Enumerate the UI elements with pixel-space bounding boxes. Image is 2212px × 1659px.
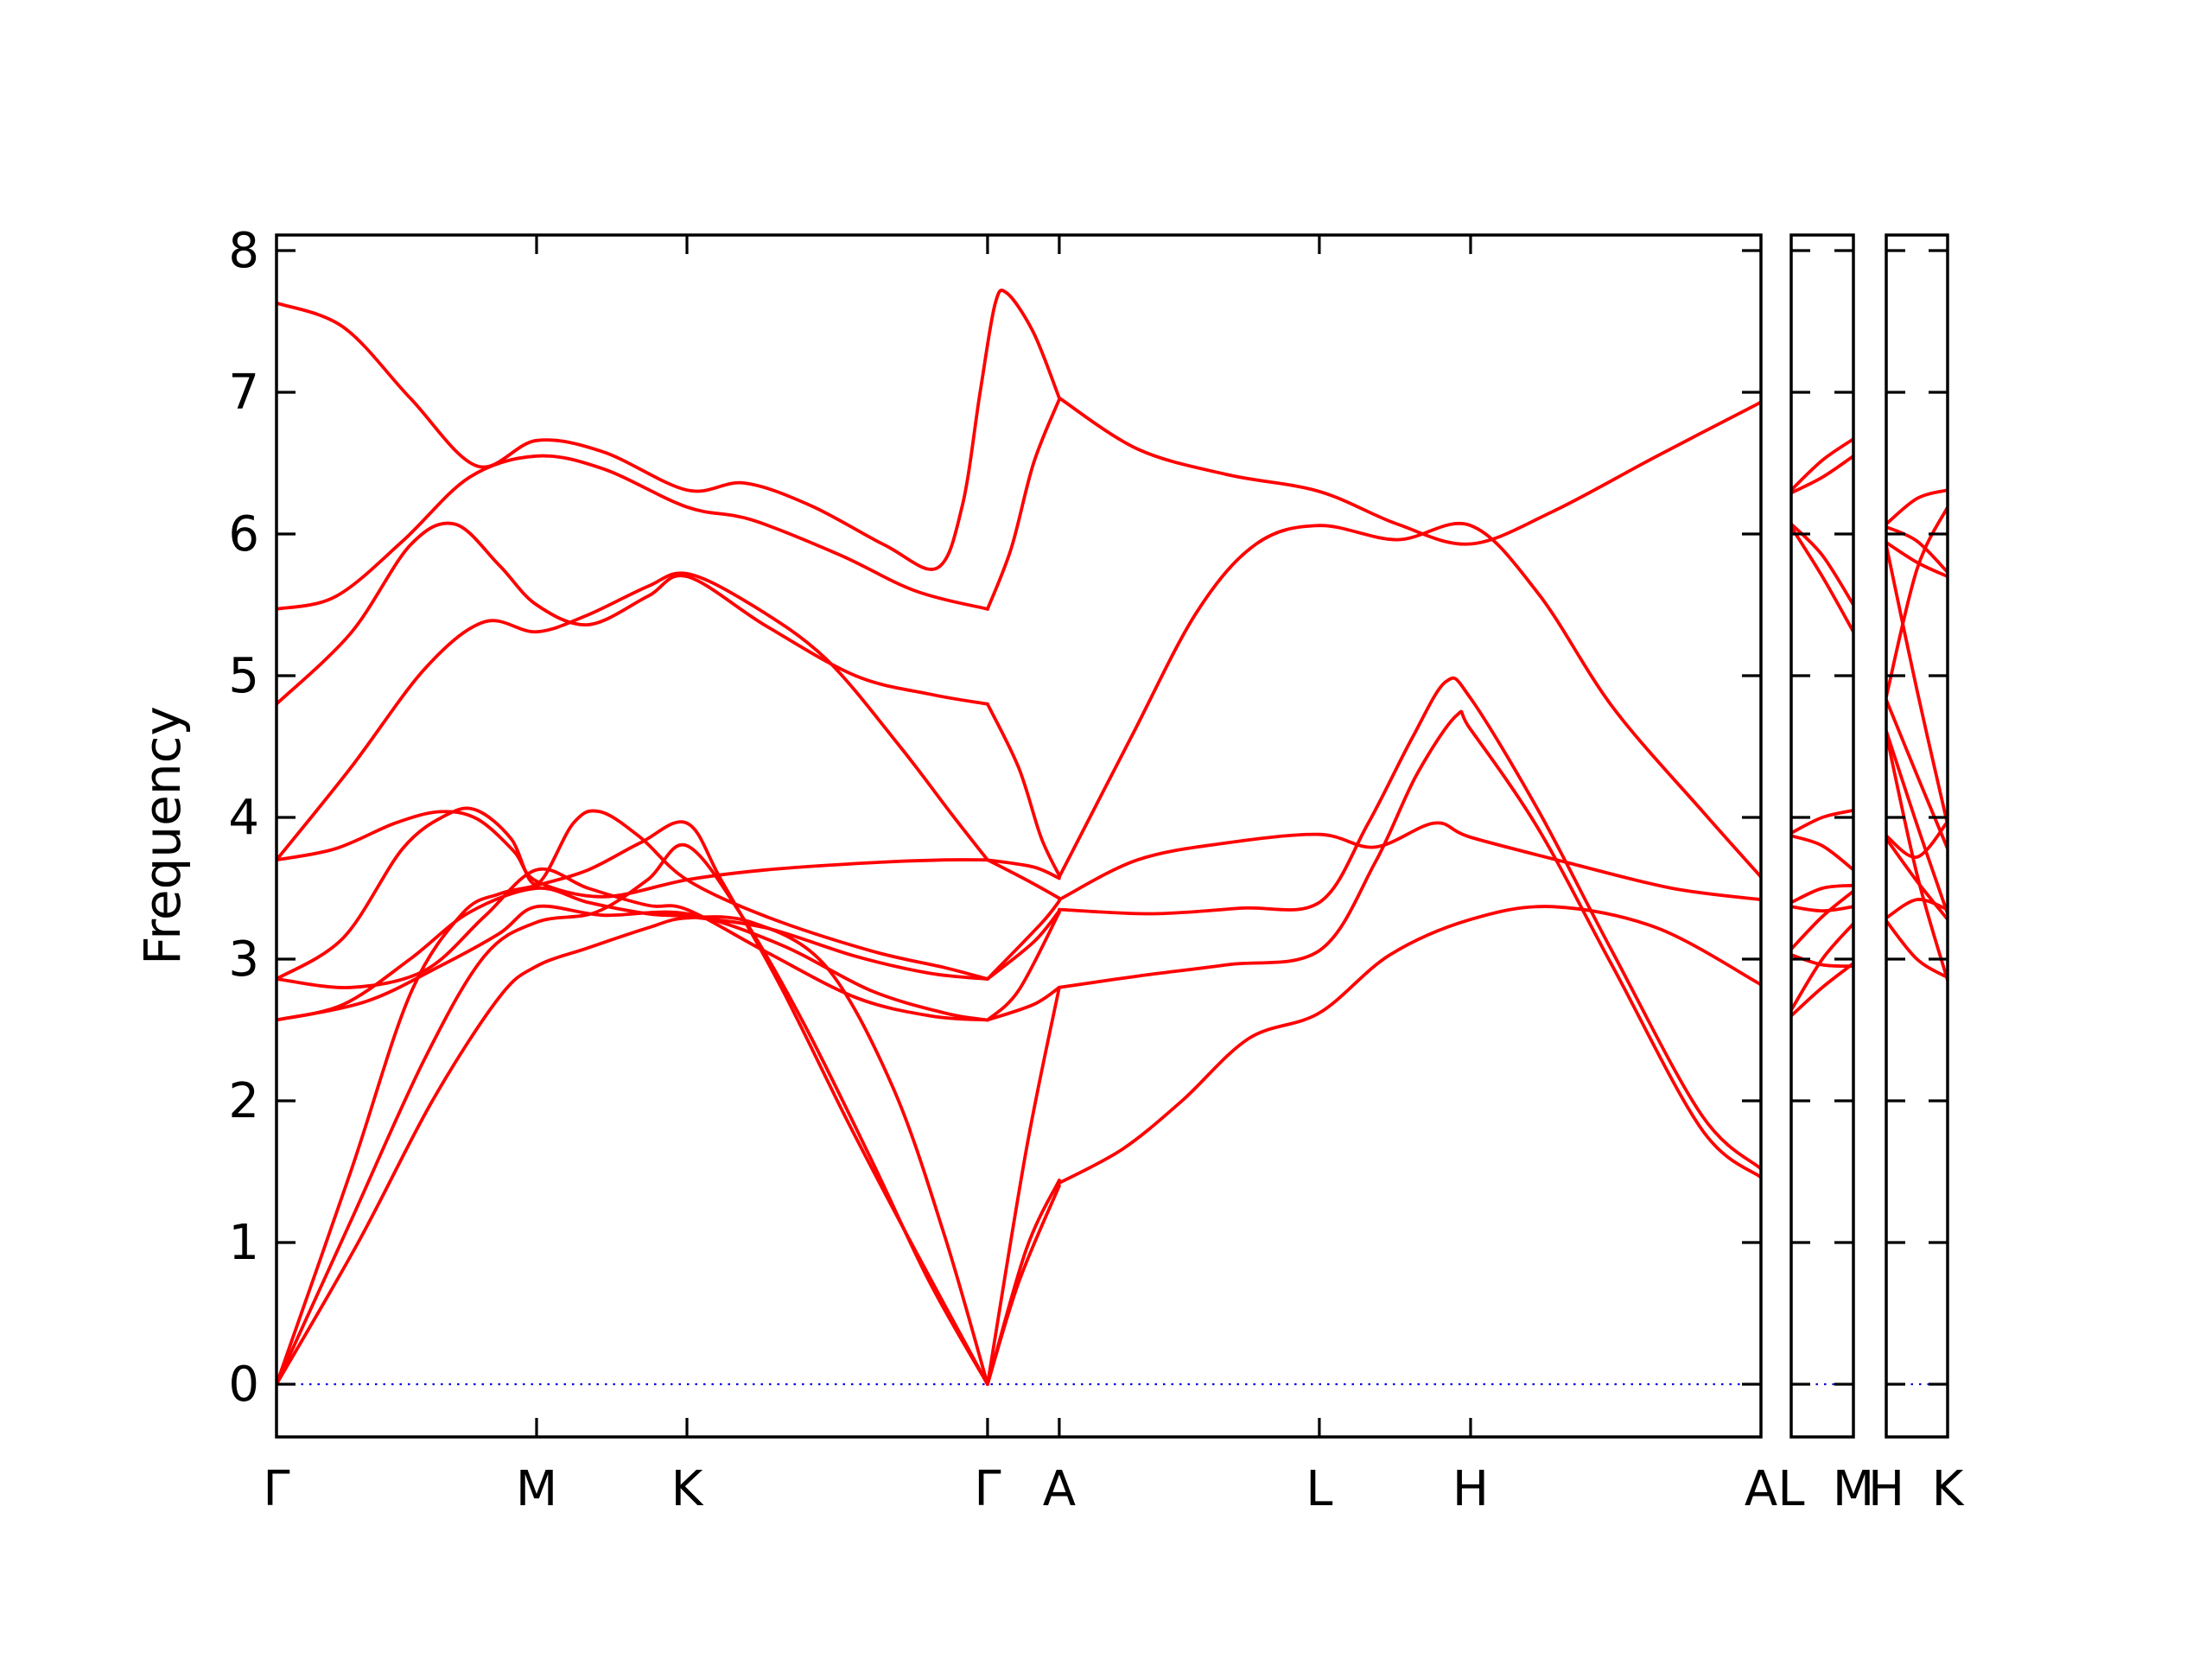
phonon-band-curve xyxy=(986,1184,1061,1386)
phonon-band-curve xyxy=(1886,898,1948,920)
phonon-band-curve xyxy=(1058,396,1761,546)
phonon-band-curve xyxy=(986,702,1061,878)
phonon-band-curve xyxy=(1791,808,1853,835)
phonon-band-curve xyxy=(1886,732,1948,982)
y-tick-label: 1 xyxy=(228,1215,259,1271)
phonon-band-curve xyxy=(1886,505,1948,699)
phonon-band-curve xyxy=(1791,437,1853,493)
phonon-band-curve xyxy=(276,904,989,1022)
y-tick-label: 2 xyxy=(228,1073,259,1129)
x-tick-label: M xyxy=(516,1461,557,1517)
phonon-band-curve xyxy=(986,899,1061,981)
x-tick-label: M xyxy=(1833,1461,1874,1517)
x-tick-label: H xyxy=(1868,1461,1904,1517)
phonon-band-curve xyxy=(986,858,1061,880)
phonon-band-curve xyxy=(1791,883,1853,905)
y-tick-label: 3 xyxy=(228,931,259,988)
x-tick-label: A xyxy=(1745,1461,1777,1517)
phonon-band-curve xyxy=(1791,953,1853,969)
phonon-band-curve xyxy=(986,985,1061,1022)
x-tick-label: Γ xyxy=(974,1461,1001,1517)
phonon-band-curve xyxy=(1058,676,1761,1171)
phonon-band-curve xyxy=(1886,488,1948,526)
phonon-band-curve xyxy=(1058,821,1761,901)
phonon-band-curve xyxy=(986,911,1061,1022)
axes-spines-main xyxy=(275,233,1763,1439)
phonon-band-curve xyxy=(276,887,989,1022)
band-lines-L-M xyxy=(1791,437,1853,1018)
phonon-band-curve xyxy=(986,909,1061,981)
y-tick-label: 8 xyxy=(228,223,259,279)
phonon-band-curve xyxy=(1886,540,1948,579)
phonon-band-curve xyxy=(1058,905,1761,1185)
x-tick-label: Γ xyxy=(263,1461,289,1517)
phonon-band-curve xyxy=(1058,709,1761,1179)
x-tick-label: K xyxy=(671,1461,704,1517)
phonon-band-curve xyxy=(276,867,989,1022)
phonon-band-curve xyxy=(1886,524,1948,575)
phonon-band-curve xyxy=(986,397,1061,611)
phonon-band-curve xyxy=(1058,522,1761,879)
x-tick-label: L xyxy=(1306,1461,1332,1517)
phonon-band-curve xyxy=(986,858,1061,900)
phonon-band-curve xyxy=(276,571,989,862)
y-tick-label: 7 xyxy=(228,365,259,421)
phonon-band-curve xyxy=(1886,729,1948,916)
phonon-band-curve xyxy=(1791,905,1853,913)
phonon-band-curve xyxy=(1791,834,1853,872)
x-tick-label: A xyxy=(1043,1461,1076,1517)
x-tick-label: K xyxy=(1932,1461,1965,1517)
phonon-band-curve xyxy=(1791,524,1853,634)
band-lines-main xyxy=(276,289,1761,1386)
axes-spines-H-K xyxy=(1885,233,1949,1439)
phonon-band-curve xyxy=(1791,454,1853,495)
phonon-band-curve xyxy=(1791,922,1853,1012)
y-tick-label: 0 xyxy=(228,1357,259,1413)
x-tick-label: L xyxy=(1777,1461,1804,1517)
y-tick-label: 4 xyxy=(228,790,259,846)
phonon-band-curve xyxy=(1791,522,1853,607)
phonon-band-curve xyxy=(1886,820,1948,859)
phonon-band-curve xyxy=(276,820,989,1386)
phonon-band-curve xyxy=(276,806,989,981)
phonon-band-curve xyxy=(276,915,989,1386)
band-lines-H-K xyxy=(1886,488,1948,982)
phonon-band-curve xyxy=(1791,962,1853,1018)
phonon-band-curve xyxy=(986,985,1061,1386)
phonon-band-curve xyxy=(276,521,989,706)
phonon-band-curve xyxy=(276,289,1061,571)
axes-spines-L-M xyxy=(1789,233,1855,1439)
phonon-band-curve xyxy=(276,842,989,1386)
phonon-band-curve xyxy=(276,454,989,611)
y-tick-label: 6 xyxy=(228,506,259,563)
phonon-band-curve xyxy=(1886,836,1948,921)
phonon-band-curve xyxy=(1886,918,1948,980)
phonon-band-curve xyxy=(1791,889,1853,951)
phonon-band-curve xyxy=(276,810,989,899)
phonon-band-curve xyxy=(1886,543,1948,827)
y-tick-label: 5 xyxy=(228,648,259,704)
x-tick-label: H xyxy=(1452,1461,1489,1517)
